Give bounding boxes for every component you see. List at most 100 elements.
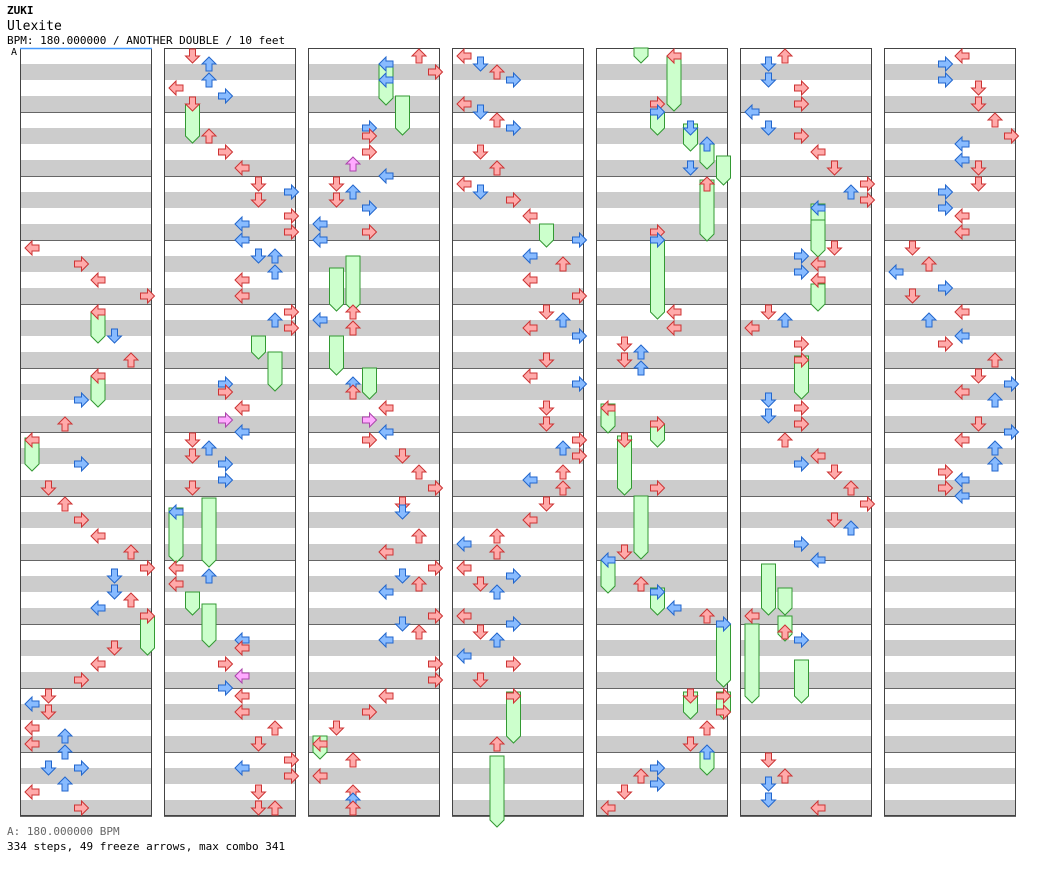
beat-stripe bbox=[884, 288, 1016, 304]
beat-stripe bbox=[596, 384, 728, 400]
beat-stripe bbox=[20, 768, 152, 784]
beat-stripe bbox=[308, 288, 440, 304]
beat-stripe bbox=[164, 256, 296, 272]
step-arrow bbox=[938, 479, 954, 497]
beat-stripe bbox=[20, 416, 152, 432]
step-arrow bbox=[472, 104, 489, 120]
beat-stripe bbox=[884, 320, 1016, 336]
beat-stripe bbox=[164, 608, 296, 624]
step-arrow bbox=[184, 48, 201, 64]
beat-stripe bbox=[20, 288, 152, 304]
beat-stripe bbox=[164, 352, 296, 368]
step-arrow bbox=[842, 520, 860, 536]
step-arrow bbox=[488, 544, 506, 560]
step-arrow bbox=[250, 800, 267, 816]
step-arrow bbox=[56, 496, 74, 512]
step-arrow bbox=[632, 360, 650, 376]
step-arrow bbox=[184, 432, 201, 448]
beat-stripe bbox=[308, 768, 440, 784]
step-arrow bbox=[184, 96, 201, 112]
step-arrow bbox=[218, 455, 234, 473]
beat-stripe bbox=[596, 672, 728, 688]
step-arrow bbox=[312, 231, 328, 249]
step-arrow bbox=[200, 128, 218, 144]
step-arrow bbox=[616, 784, 633, 800]
step-arrow bbox=[344, 384, 362, 400]
step-arrow bbox=[200, 72, 218, 88]
step-arrow bbox=[682, 120, 699, 136]
beat-stripe bbox=[740, 160, 872, 176]
step-arrow bbox=[760, 792, 777, 808]
step-arrow bbox=[362, 143, 378, 161]
step-arrow bbox=[666, 599, 682, 617]
step-arrow bbox=[234, 687, 250, 705]
beat-stripe bbox=[308, 800, 440, 816]
beat-stripe bbox=[596, 800, 728, 816]
step-arrow bbox=[24, 719, 40, 737]
beat-stripe bbox=[452, 320, 584, 336]
step-arrow bbox=[572, 375, 588, 393]
beat-stripe bbox=[20, 736, 152, 752]
step-arrow bbox=[106, 640, 123, 656]
beat-stripe bbox=[740, 448, 872, 464]
step-arrow bbox=[554, 480, 572, 496]
step-arrow bbox=[986, 392, 1004, 408]
step-arrow bbox=[378, 399, 394, 417]
beat-stripe bbox=[740, 544, 872, 560]
step-arrow bbox=[760, 408, 777, 424]
beat-stripe bbox=[20, 192, 152, 208]
step-arrow bbox=[40, 760, 57, 776]
step-arrow bbox=[760, 120, 777, 136]
step-arrow bbox=[24, 695, 40, 713]
step-arrow bbox=[650, 479, 666, 497]
beat-stripe bbox=[452, 736, 584, 752]
step-arrow bbox=[378, 423, 394, 441]
step-arrow bbox=[56, 744, 74, 760]
step-arrow bbox=[410, 464, 428, 480]
beat-stripe bbox=[20, 96, 152, 112]
step-arrow bbox=[810, 799, 826, 817]
step-arrow bbox=[794, 535, 810, 553]
step-arrow bbox=[970, 80, 987, 96]
step-arrow bbox=[682, 736, 699, 752]
beat-stripe bbox=[452, 96, 584, 112]
beat-stripe bbox=[20, 64, 152, 80]
step-arrow bbox=[488, 736, 506, 752]
step-arrow bbox=[1004, 375, 1020, 393]
step-arrow bbox=[362, 431, 378, 449]
step-arrow bbox=[394, 568, 411, 584]
step-arrow bbox=[650, 759, 666, 777]
beat-stripe bbox=[452, 224, 584, 240]
beat-stripe bbox=[308, 320, 440, 336]
step-arrow bbox=[920, 256, 938, 272]
step-arrow bbox=[650, 775, 666, 793]
step-arrow bbox=[522, 511, 538, 529]
step-arrow bbox=[616, 352, 633, 368]
step-arrow bbox=[378, 71, 394, 89]
step-arrow bbox=[200, 440, 218, 456]
beat-stripe bbox=[596, 608, 728, 624]
step-arrow bbox=[140, 607, 156, 625]
step-arrow bbox=[234, 667, 250, 685]
step-arrow bbox=[970, 96, 987, 112]
step-arrow bbox=[456, 647, 472, 665]
beat-stripe bbox=[452, 160, 584, 176]
step-arrow bbox=[328, 176, 345, 192]
beat-stripe bbox=[308, 640, 440, 656]
step-arrow bbox=[970, 368, 987, 384]
bpm-change-marker: A bbox=[11, 47, 18, 58]
step-arrow bbox=[650, 103, 666, 121]
step-arrow bbox=[506, 191, 522, 209]
beat-stripe bbox=[884, 352, 1016, 368]
step-arrow bbox=[938, 183, 954, 201]
step-arrow bbox=[538, 400, 555, 416]
step-arrow bbox=[572, 447, 588, 465]
step-arrow bbox=[266, 312, 284, 328]
beat-stripe bbox=[884, 448, 1016, 464]
step-arrow bbox=[428, 655, 444, 673]
step-arrow bbox=[410, 528, 428, 544]
step-arrow bbox=[456, 535, 472, 553]
freeze-arrow bbox=[761, 563, 776, 616]
beat-stripe bbox=[308, 256, 440, 272]
